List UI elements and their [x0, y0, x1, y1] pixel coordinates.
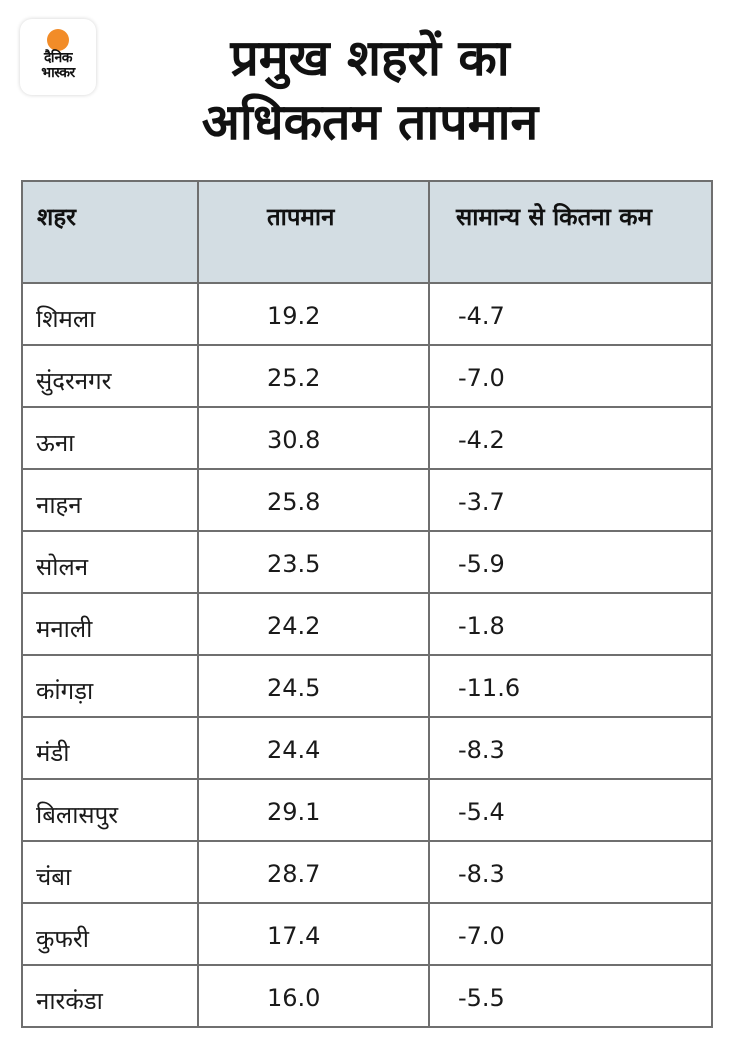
cell-below-normal: -7.0: [428, 344, 713, 408]
logo-text-line1: दैनिक: [43, 50, 73, 66]
cell-below-normal: -5.9: [428, 530, 713, 594]
table-row: मनाली 24.2 -1.8: [21, 592, 713, 656]
cell-below-normal: -3.7: [428, 468, 713, 532]
cell-city: मंडी: [21, 716, 199, 780]
cell-temperature: 19.2: [197, 282, 430, 346]
table-row: कांगड़ा 24.5 -11.6: [21, 654, 713, 718]
title-line-1: प्रमुख शहरों का: [230, 29, 510, 87]
table-row: बिलासपुर 29.1 -5.4: [21, 778, 713, 842]
cell-temperature: 24.5: [197, 654, 430, 718]
table-row: मंडी 24.4 -8.3: [21, 716, 713, 780]
cell-temperature: 28.7: [197, 840, 430, 904]
cell-below-normal: -5.4: [428, 778, 713, 842]
temperature-table: शहर तापमान सामान्य से कितना कम शिमला 19.…: [21, 180, 713, 1028]
table-row: कुफरी 17.4 -7.0: [21, 902, 713, 966]
cell-city: नारकंडा: [21, 964, 199, 1028]
table-header-row: शहर तापमान सामान्य से कितना कम: [21, 180, 713, 284]
header-temperature: तापमान: [197, 180, 430, 284]
table-row: शिमला 19.2 -4.7: [21, 282, 713, 346]
cell-temperature: 25.2: [197, 344, 430, 408]
table-row: सुंदरनगर 25.2 -7.0: [21, 344, 713, 408]
cell-city: चंबा: [21, 840, 199, 904]
header-below-normal: सामान्य से कितना कम: [428, 180, 713, 284]
page-title: प्रमुख शहरों का अधिकतम तापमान: [110, 26, 630, 154]
table-row: चंबा 28.7 -8.3: [21, 840, 713, 904]
cell-city: सोलन: [21, 530, 199, 594]
cell-temperature: 24.2: [197, 592, 430, 656]
table-row: नारकंडा 16.0 -5.5: [21, 964, 713, 1028]
cell-temperature: 25.8: [197, 468, 430, 532]
sun-icon: [47, 29, 69, 51]
cell-below-normal: -4.7: [428, 282, 713, 346]
cell-below-normal: -11.6: [428, 654, 713, 718]
logo-text-line2: भास्कर: [41, 65, 75, 81]
cell-city: ऊना: [21, 406, 199, 470]
cell-city: नाहन: [21, 468, 199, 532]
cell-below-normal: -1.8: [428, 592, 713, 656]
cell-city: शिमला: [21, 282, 199, 346]
cell-below-normal: -7.0: [428, 902, 713, 966]
cell-below-normal: -4.2: [428, 406, 713, 470]
cell-below-normal: -8.3: [428, 840, 713, 904]
cell-temperature: 16.0: [197, 964, 430, 1028]
table-row: सोलन 23.5 -5.9: [21, 530, 713, 594]
cell-below-normal: -8.3: [428, 716, 713, 780]
dainik-bhaskar-logo: दैनिक भास्कर: [20, 19, 96, 95]
title-line-2: अधिकतम तापमान: [201, 93, 539, 151]
cell-temperature: 29.1: [197, 778, 430, 842]
table-row: नाहन 25.8 -3.7: [21, 468, 713, 532]
header-city: शहर: [21, 180, 199, 284]
cell-city: कुफरी: [21, 902, 199, 966]
cell-temperature: 30.8: [197, 406, 430, 470]
cell-city: बिलासपुर: [21, 778, 199, 842]
cell-temperature: 17.4: [197, 902, 430, 966]
cell-temperature: 23.5: [197, 530, 430, 594]
cell-city: कांगड़ा: [21, 654, 199, 718]
cell-below-normal: -5.5: [428, 964, 713, 1028]
cell-temperature: 24.4: [197, 716, 430, 780]
cell-city: सुंदरनगर: [21, 344, 199, 408]
table-row: ऊना 30.8 -4.2: [21, 406, 713, 470]
cell-city: मनाली: [21, 592, 199, 656]
